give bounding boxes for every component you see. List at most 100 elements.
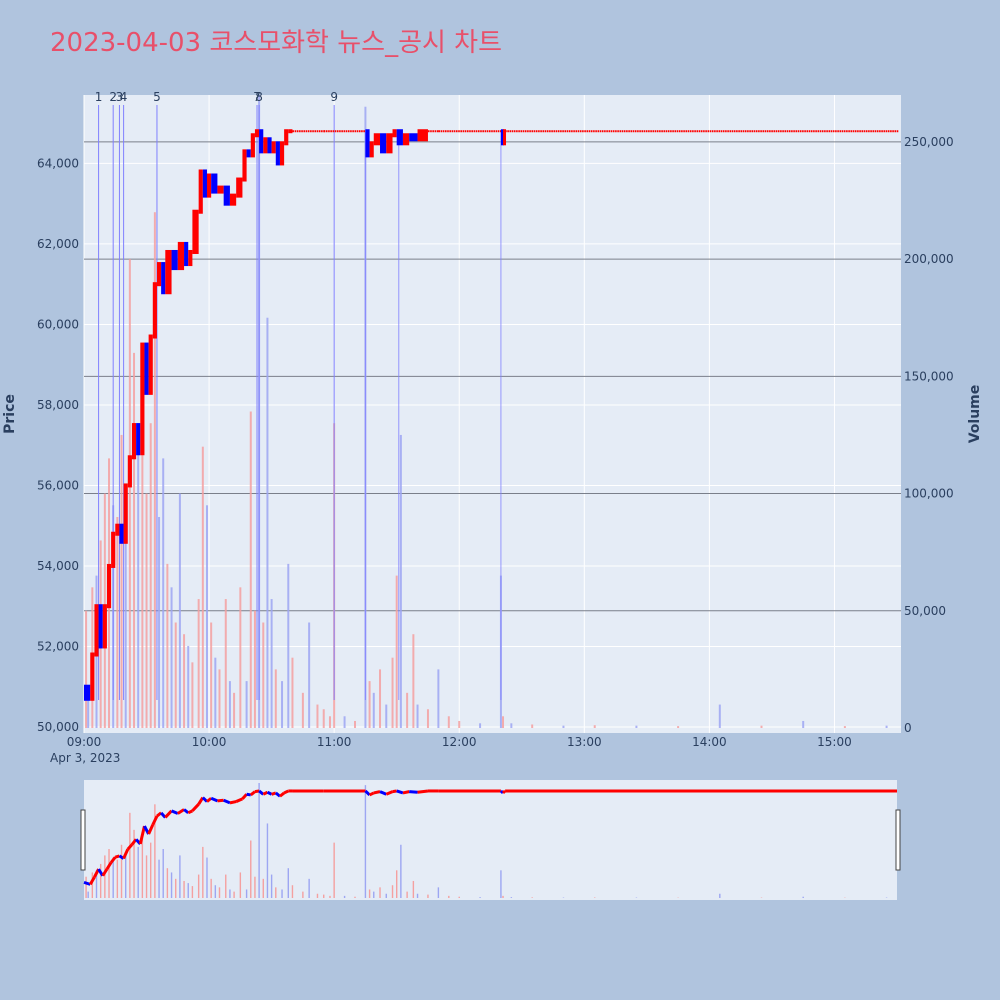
mini-price-segment — [109, 856, 117, 864]
flat-candle — [819, 130, 822, 133]
flat-candle — [438, 130, 440, 133]
mini-price-segment — [101, 868, 109, 877]
flat-candle — [497, 130, 500, 133]
volume-bar — [291, 657, 294, 728]
flat-candle — [350, 130, 352, 133]
range-slider-right-handle[interactable] — [895, 809, 901, 871]
flat-candle — [795, 130, 798, 133]
flat-candle — [733, 130, 736, 133]
time-tick-label: 13:00 — [567, 735, 602, 749]
price-candle — [229, 193, 237, 206]
flat-candle — [307, 130, 310, 133]
flat-candle — [356, 130, 359, 133]
flat-candle — [714, 130, 716, 133]
flat-candle — [813, 130, 815, 133]
flat-candle — [711, 130, 714, 133]
flat-candle — [839, 130, 842, 133]
flat-candle — [828, 130, 831, 133]
volume-bar — [426, 709, 429, 728]
mini-volume-bar — [233, 891, 235, 898]
mini-volume-bar — [166, 868, 169, 898]
mini-volume-bar — [108, 849, 110, 898]
volume-bar — [635, 725, 638, 728]
volume-bar — [479, 723, 482, 728]
volume-bar — [245, 681, 248, 728]
flat-candle — [718, 130, 721, 133]
flat-candle — [762, 130, 765, 133]
mini-price-segment — [223, 798, 231, 805]
flat-candle — [495, 130, 498, 133]
flat-candle — [312, 130, 314, 133]
mini-volume-bar — [354, 896, 356, 898]
flat-candle — [430, 130, 432, 133]
mini-volume-bar — [802, 896, 804, 898]
flat-candle — [482, 130, 484, 133]
flat-candle — [850, 130, 853, 133]
flat-candle — [775, 130, 778, 133]
flat-candle — [571, 130, 573, 133]
volume-bar — [270, 599, 273, 728]
flat-candle — [473, 130, 476, 133]
volume-bar — [149, 423, 152, 728]
mini-volume-bar — [458, 896, 460, 898]
price-candle — [267, 137, 272, 154]
volume-bar — [210, 622, 213, 728]
volume-bar — [562, 725, 565, 728]
price-candle — [123, 483, 128, 544]
mini-price-segment — [392, 789, 397, 794]
volume-bar — [372, 692, 375, 728]
flat-candle — [588, 130, 591, 133]
price-candle — [373, 133, 381, 146]
range-slider-left-handle[interactable] — [80, 809, 86, 871]
news-marker-label: 8 — [255, 90, 263, 104]
flat-candle — [458, 130, 460, 133]
price-candle — [236, 177, 243, 198]
flat-candle — [692, 130, 694, 133]
mini-volume-bar — [364, 785, 367, 898]
mini-price-segment — [206, 797, 213, 803]
flat-candle — [427, 130, 430, 133]
mini-price-segment — [271, 791, 277, 796]
news-marker-label: 4 — [120, 90, 128, 104]
volume-bar — [158, 517, 161, 728]
flat-candle — [720, 130, 723, 133]
flat-candle — [477, 130, 480, 133]
flat-candle — [449, 130, 451, 133]
flat-candle — [334, 130, 337, 133]
price-candle — [392, 129, 397, 138]
mini-volume-bar — [112, 857, 114, 898]
price-candle — [259, 129, 264, 154]
flat-candle — [553, 130, 556, 133]
volume-bar — [379, 669, 382, 728]
price-candle — [206, 173, 212, 198]
mini-price-segment — [364, 789, 371, 797]
flat-candle — [694, 130, 696, 133]
volume-bar — [266, 317, 269, 728]
flat-candle — [518, 130, 520, 133]
price-candle — [284, 129, 289, 146]
volume-bar — [308, 622, 311, 728]
mini-volume-bar — [308, 878, 310, 898]
mini-volume-bar — [258, 783, 260, 898]
flat-candle — [841, 130, 844, 133]
mini-volume-bar — [368, 889, 371, 898]
mini-volume-bar — [187, 883, 189, 898]
price-candle — [500, 129, 504, 146]
range-slider-background[interactable] — [84, 780, 897, 900]
volume-bar — [197, 599, 200, 728]
flat-candle — [630, 130, 633, 133]
price-candle — [409, 133, 418, 142]
flat-candle — [475, 130, 478, 133]
mini-volume-bar — [262, 878, 264, 898]
flat-candle — [599, 130, 602, 133]
flat-candle — [643, 130, 646, 133]
mini-volume-bar — [479, 897, 481, 898]
flat-candle — [863, 130, 866, 133]
mini-price-segment — [83, 880, 91, 886]
time-axis-ticks: 09:00 10:00 11:00 12:00 13:00 14:00 15:00 — [67, 735, 852, 749]
flat-candle — [608, 130, 611, 133]
flat-candle — [788, 130, 791, 133]
flat-candle — [531, 130, 534, 133]
flat-candle — [444, 130, 447, 133]
